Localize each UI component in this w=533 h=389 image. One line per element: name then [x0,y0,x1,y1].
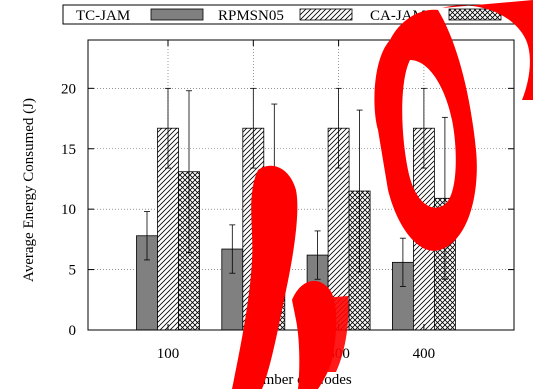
legend-label: RPMSN05 [218,8,284,24]
y-axis-ticks: 0 5 10 15 20 [61,81,514,339]
y-tick-label: 0 [69,323,77,339]
y-tick-label: 5 [69,263,77,279]
y-tick-label: 15 [61,142,76,158]
y-tick-label: 20 [61,81,76,97]
red-overlay-shape [232,0,533,389]
legend-swatch [150,8,204,21]
y-tick-label: 10 [61,202,76,218]
y-axis-title: Average Energy Consumed (J) [21,98,37,282]
legend-swatch [299,8,353,21]
legend-label: TC-JAM [76,8,130,24]
x-tick-label: 400 [413,346,436,362]
x-tick-label: 100 [157,346,180,362]
